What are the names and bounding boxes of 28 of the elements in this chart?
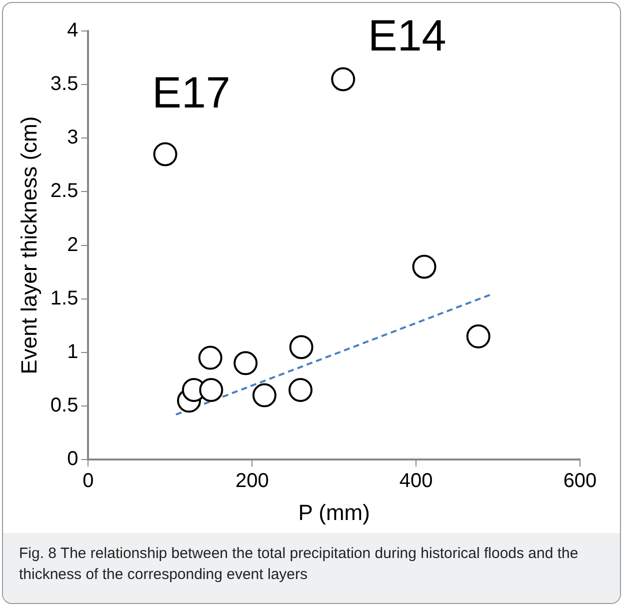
y-tick-label: 3.5: [50, 73, 78, 96]
y-tick-label: 2: [67, 234, 78, 256]
annotation: E17: [152, 68, 230, 118]
annotation: E14: [368, 11, 446, 60]
x-tick-label: 600: [563, 470, 597, 492]
y-tick-label: 3: [67, 126, 78, 149]
point: [289, 335, 314, 360]
point: [199, 378, 224, 402]
y-tick-label: 1: [67, 340, 78, 363]
point: [153, 142, 178, 166]
point: [198, 346, 222, 370]
y-tick-label: 4: [67, 20, 78, 42]
point: [412, 254, 436, 279]
x-axis-title: P (mm): [298, 500, 370, 525]
point: [234, 351, 258, 376]
y-tick-label: 2.5: [50, 180, 78, 202]
point: [252, 383, 276, 408]
caption: Fig. 8 The relationship between the total precipitation during historical floods and the thickness of the corresponding event layers: [3, 533, 620, 603]
x-tick-label: 400: [399, 470, 433, 492]
y-tick-label: 0.5: [50, 394, 78, 417]
point: [288, 378, 312, 402]
y-tick-label: 0: [67, 448, 78, 470]
point: [466, 324, 490, 348]
y-tick-label: 1.5: [50, 287, 78, 310]
y-axis-title: Event layer thickness (cm): [16, 116, 42, 374]
x-tick-label: 200: [235, 470, 269, 492]
point: [331, 67, 356, 92]
x-tick-label: 0: [82, 470, 94, 492]
